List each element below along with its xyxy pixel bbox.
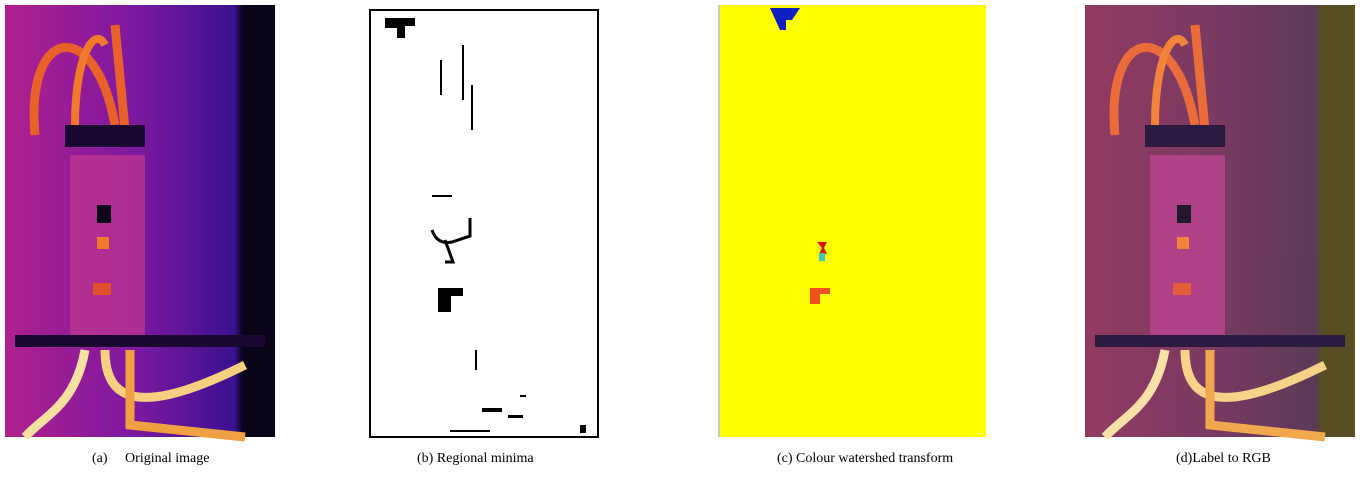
caption: (c) Colour watershed transform <box>777 451 953 467</box>
caption-text: Colour watershed transform <box>796 451 953 466</box>
figure-page: (a) Original image (b) Regional minima (… <box>0 0 1360 495</box>
caption-text: Original image <box>125 451 209 466</box>
caption-label: (b) <box>417 451 433 466</box>
original-image <box>5 5 275 437</box>
caption-text: Regional minima <box>437 451 534 466</box>
caption: (a) Original image <box>92 451 209 467</box>
caption: (b) Regional minima <box>417 451 534 467</box>
figure-panels <box>0 0 1360 495</box>
regional-minima-image <box>370 10 598 437</box>
caption-label: (c) <box>777 451 793 466</box>
caption-text: Label to RGB <box>1192 451 1271 466</box>
caption: (d)Label to RGB <box>1176 451 1271 467</box>
caption-label: (d) <box>1176 451 1192 466</box>
watershed-image <box>718 5 986 437</box>
caption-label: (a) <box>92 451 108 466</box>
label-rgb-image <box>1085 5 1355 437</box>
